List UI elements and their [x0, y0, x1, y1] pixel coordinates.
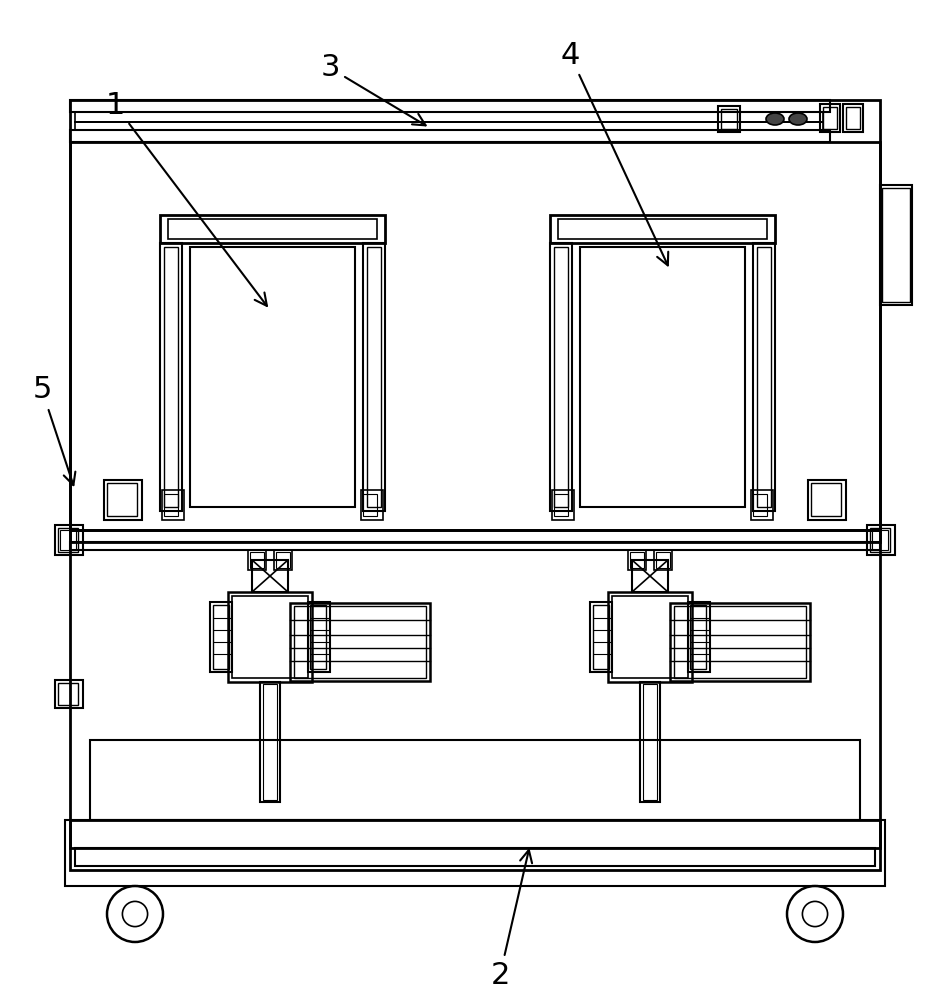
Bar [248, 550, 266, 570]
Bar [260, 682, 280, 802]
Bar [107, 483, 137, 516]
Bar [643, 684, 657, 800]
Bar [274, 550, 292, 570]
Bar [632, 560, 668, 592]
Bar [290, 603, 430, 681]
Ellipse shape [766, 113, 784, 125]
Bar [90, 740, 860, 820]
Bar [688, 602, 710, 672]
Bar [168, 219, 377, 239]
Circle shape [803, 901, 827, 927]
Bar [554, 247, 568, 507]
Bar [654, 550, 672, 570]
Bar [630, 552, 644, 568]
Bar [75, 112, 823, 122]
Circle shape [107, 886, 163, 942]
Bar [160, 243, 182, 511]
Bar [367, 247, 381, 507]
Text: 1: 1 [106, 91, 267, 306]
Bar [640, 682, 660, 802]
Bar [70, 542, 880, 550]
Bar [820, 104, 840, 132]
Bar [55, 680, 83, 708]
Bar [60, 530, 76, 550]
Bar [593, 605, 609, 669]
Bar [70, 820, 880, 848]
Bar [718, 106, 740, 132]
Text: 2: 2 [491, 850, 532, 990]
Text: 4: 4 [560, 40, 669, 265]
Bar [753, 243, 775, 511]
Bar [70, 100, 830, 112]
Bar [753, 494, 767, 516]
Bar [55, 525, 83, 555]
Circle shape [123, 901, 147, 927]
Bar [843, 104, 863, 132]
Bar [867, 525, 895, 555]
Bar [808, 480, 846, 520]
Bar [670, 603, 810, 681]
Bar [164, 247, 178, 507]
Bar [228, 592, 312, 682]
Bar [70, 530, 880, 542]
Bar [75, 122, 823, 130]
Bar [308, 602, 330, 672]
Bar [757, 247, 771, 507]
Bar [363, 243, 385, 511]
Bar [558, 219, 767, 239]
Bar [628, 550, 646, 570]
Bar [190, 247, 355, 507]
Bar [811, 483, 841, 516]
Bar [232, 596, 308, 678]
Bar [294, 606, 426, 678]
Bar [554, 494, 568, 516]
Bar [310, 605, 326, 669]
Bar [872, 530, 888, 550]
Bar [363, 494, 377, 516]
Bar [70, 142, 880, 530]
Bar [263, 684, 277, 800]
Bar [164, 494, 178, 516]
Bar [880, 185, 912, 305]
Bar [58, 683, 78, 705]
Bar [846, 107, 860, 129]
Text: 3: 3 [320, 53, 426, 125]
Bar [65, 820, 885, 886]
Bar [580, 247, 745, 507]
Bar [160, 215, 385, 243]
Bar [550, 215, 775, 243]
Bar [70, 130, 830, 142]
Ellipse shape [789, 113, 807, 125]
Bar [608, 592, 692, 682]
Bar [690, 605, 706, 669]
Bar [721, 109, 737, 129]
Bar [250, 552, 264, 568]
Bar [656, 552, 670, 568]
Bar [870, 528, 890, 552]
Bar [550, 243, 572, 511]
Bar [75, 848, 875, 866]
Bar [674, 606, 806, 678]
Bar [823, 107, 837, 129]
Bar [276, 552, 290, 568]
Circle shape [787, 886, 843, 942]
Bar [58, 528, 78, 552]
Bar [70, 100, 880, 870]
Bar [751, 490, 773, 520]
Bar [162, 490, 184, 520]
Bar [882, 188, 910, 302]
Text: 5: 5 [32, 375, 75, 485]
Bar [104, 480, 142, 520]
Bar [210, 602, 232, 672]
Bar [213, 605, 229, 669]
Bar [552, 490, 574, 520]
Bar [252, 560, 288, 592]
Bar [612, 596, 688, 678]
Bar [590, 602, 612, 672]
Bar [361, 490, 383, 520]
